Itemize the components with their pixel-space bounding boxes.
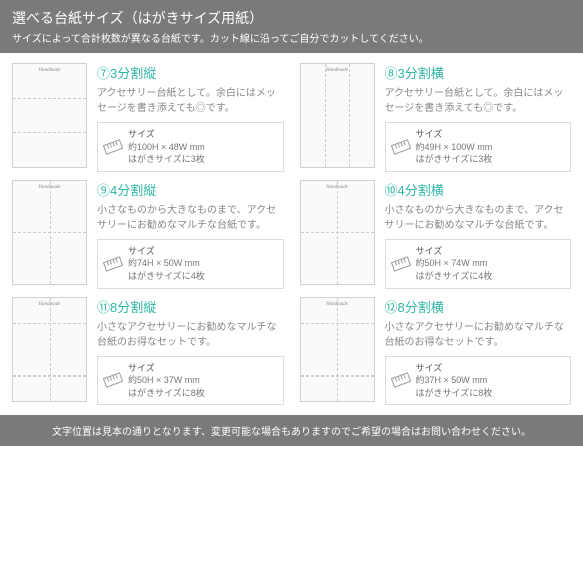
card-thumbnail: Handmade xyxy=(300,63,375,168)
ruler-icon xyxy=(390,373,410,389)
size-text: サイズ 約74H × 50W mm はがきサイズに4枚 xyxy=(128,245,205,283)
size-label: サイズ xyxy=(128,128,205,141)
card-title: ⑨4分割縦 xyxy=(97,180,284,199)
card-info: ⑧3分割横 アクセサリー台紙として。余白にはメッセージを書き添えても◎です。 サ… xyxy=(385,63,572,172)
size-text: サイズ 約37H × 50W mm はがきサイズに8枚 xyxy=(416,362,493,400)
size-text: サイズ 約50H × 37W mm はがきサイズに8枚 xyxy=(128,362,205,400)
size-box: サイズ 約50H × 37W mm はがきサイズに8枚 xyxy=(97,356,284,406)
size-dimensions: 約50H × 74W mm xyxy=(416,257,493,270)
card-description: 小さなアクセサリーにお勧めなマルチな台紙のお得なセットです。 xyxy=(97,320,284,350)
card-info: ⑦3分割縦 アクセサリー台紙として。余白にはメッセージを書き添えても◎です。 サ… xyxy=(97,63,284,172)
card-item: Handmade ⑨4分割縦 小さなものから大きなものまで、アクセサリーにお勧め… xyxy=(12,180,284,289)
card-description: 小さなアクセサリーにお勧めなマルチな台紙のお得なセットです。 xyxy=(385,320,572,350)
card-description: 小さなものから大きなものまで、アクセサリーにお勧めなマルチな台紙です。 xyxy=(385,203,572,233)
size-text: サイズ 約49H × 100W mm はがきサイズに3枚 xyxy=(416,128,493,166)
card-item: Handmade ⑦3分割縦 アクセサリー台紙として。余白にはメッセージを書き添… xyxy=(12,63,284,172)
ruler-icon xyxy=(103,256,123,272)
size-count: はがきサイズに3枚 xyxy=(128,153,205,166)
thumb-watermark: Handmade xyxy=(13,68,86,73)
size-box: サイズ 約74H × 50W mm はがきサイズに4枚 xyxy=(97,239,284,289)
size-box: サイズ 約49H × 100W mm はがきサイズに3枚 xyxy=(385,122,572,172)
card-item: Handmade ⑪8分割縦 小さなアクセサリーにお勧めなマルチな台紙のお得なセ… xyxy=(12,297,284,406)
size-count: はがきサイズに8枚 xyxy=(416,387,493,400)
header-subtitle: サイズによって合計枚数が異なる台紙です。カット線に沿ってご自分でカットしてくださ… xyxy=(12,30,571,45)
card-description: 小さなものから大きなものまで、アクセサリーにお勧めなマルチな台紙です。 xyxy=(97,203,284,233)
card-info: ⑩4分割横 小さなものから大きなものまで、アクセサリーにお勧めなマルチな台紙です… xyxy=(385,180,572,289)
card-grid: Handmade ⑦3分割縦 アクセサリー台紙として。余白にはメッセージを書き添… xyxy=(0,53,583,415)
size-box: サイズ 約37H × 50W mm はがきサイズに8枚 xyxy=(385,356,572,406)
card-thumbnail: Handmade xyxy=(12,180,87,285)
size-dimensions: 約37H × 50W mm xyxy=(416,374,493,387)
ruler-icon xyxy=(390,139,410,155)
size-box: サイズ 約50H × 74W mm はがきサイズに4枚 xyxy=(385,239,572,289)
ruler-icon xyxy=(103,139,123,155)
header: 選べる台紙サイズ（はがきサイズ用紙） サイズによって合計枚数が異なる台紙です。カ… xyxy=(0,0,583,53)
size-dimensions: 約100H × 48W mm xyxy=(128,141,205,154)
card-info: ⑪8分割縦 小さなアクセサリーにお勧めなマルチな台紙のお得なセットです。 サイズ… xyxy=(97,297,284,406)
footer: 文字位置は見本の通りとなります、変更可能な場合もありますのでご希望の場合はお問い… xyxy=(0,415,583,446)
header-title: 選べる台紙サイズ（はがきサイズ用紙） xyxy=(12,8,571,28)
size-count: はがきサイズに8枚 xyxy=(128,387,205,400)
card-description: アクセサリー台紙として。余白にはメッセージを書き添えても◎です。 xyxy=(385,86,572,116)
ruler-icon xyxy=(103,373,123,389)
card-title: ⑦3分割縦 xyxy=(97,63,284,82)
card-thumbnail: Handmade xyxy=(300,180,375,285)
card-item: Handmade ⑫8分割横 小さなアクセサリーにお勧めなマルチな台紙のお得なセ… xyxy=(300,297,572,406)
card-item: Handmade ⑧3分割横 アクセサリー台紙として。余白にはメッセージを書き添… xyxy=(300,63,572,172)
size-box: サイズ 約100H × 48W mm はがきサイズに3枚 xyxy=(97,122,284,172)
size-count: はがきサイズに3枚 xyxy=(416,153,493,166)
size-label: サイズ xyxy=(128,362,205,375)
size-text: サイズ 約100H × 48W mm はがきサイズに3枚 xyxy=(128,128,205,166)
card-thumbnail: Handmade xyxy=(12,63,87,168)
card-title: ⑪8分割縦 xyxy=(97,297,284,316)
thumb-watermark: Handmade xyxy=(13,302,86,307)
size-text: サイズ 約50H × 74W mm はがきサイズに4枚 xyxy=(416,245,493,283)
card-thumbnail: Handmade xyxy=(12,297,87,402)
card-description: アクセサリー台紙として。余白にはメッセージを書き添えても◎です。 xyxy=(97,86,284,116)
size-count: はがきサイズに4枚 xyxy=(128,270,205,283)
card-title: ⑧3分割横 xyxy=(385,63,572,82)
size-dimensions: 約49H × 100W mm xyxy=(416,141,493,154)
size-label: サイズ xyxy=(416,128,493,141)
thumb-watermark: Handmade xyxy=(13,185,86,190)
card-title: ⑩4分割横 xyxy=(385,180,572,199)
size-label: サイズ xyxy=(128,245,205,258)
thumb-watermark: Handmade xyxy=(301,68,374,73)
card-item: Handmade ⑩4分割横 小さなものから大きなものまで、アクセサリーにお勧め… xyxy=(300,180,572,289)
size-label: サイズ xyxy=(416,245,493,258)
thumb-watermark: Handmade xyxy=(301,185,374,190)
size-count: はがきサイズに4枚 xyxy=(416,270,493,283)
card-info: ⑫8分割横 小さなアクセサリーにお勧めなマルチな台紙のお得なセットです。 サイズ… xyxy=(385,297,572,406)
ruler-icon xyxy=(390,256,410,272)
size-dimensions: 約74H × 50W mm xyxy=(128,257,205,270)
card-title: ⑫8分割横 xyxy=(385,297,572,316)
card-info: ⑨4分割縦 小さなものから大きなものまで、アクセサリーにお勧めなマルチな台紙です… xyxy=(97,180,284,289)
thumb-watermark: Handmade xyxy=(301,302,374,307)
size-dimensions: 約50H × 37W mm xyxy=(128,374,205,387)
size-label: サイズ xyxy=(416,362,493,375)
card-thumbnail: Handmade xyxy=(300,297,375,402)
